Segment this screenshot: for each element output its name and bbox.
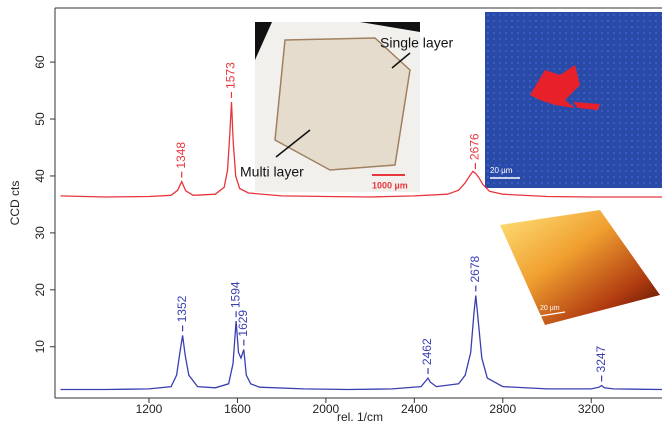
- x-tick-label: 1200: [136, 402, 163, 416]
- afm-inset: 20 µm: [500, 210, 660, 325]
- peak-label: 2462: [420, 338, 434, 365]
- annotation: Multi layer: [240, 164, 304, 180]
- chart: Single layer Multi layer 1000 µm 20 µm 2…: [0, 0, 662, 428]
- peak-label: 1348: [174, 142, 188, 169]
- annotation: Single layer: [380, 35, 453, 51]
- peak-label: 2676: [468, 133, 482, 160]
- x-tick-label: 2400: [401, 402, 428, 416]
- x-tick-label: 3200: [578, 402, 605, 416]
- peak-label: 1594: [228, 281, 242, 308]
- x-tick-label: 1600: [224, 402, 251, 416]
- scale-label: 20 µm: [540, 305, 560, 312]
- y-tick-label: 50: [33, 112, 47, 126]
- peak-label: 3247: [594, 345, 608, 372]
- y-tick-label: 40: [33, 169, 47, 183]
- y-tick-label: 30: [33, 226, 47, 240]
- y-tick-label: 10: [33, 340, 47, 354]
- photo-inset: Single layer Multi layer 1000 µm: [240, 22, 453, 192]
- x-tick-label: 2000: [313, 402, 340, 416]
- peak-label: 1573: [224, 62, 238, 89]
- x-tick-label: 2800: [489, 402, 516, 416]
- peak-label: 1629: [236, 310, 250, 337]
- y-axis-label: CCD cts: [8, 181, 22, 226]
- y-tick-label: 60: [33, 55, 47, 69]
- peak-label: 1352: [175, 295, 189, 322]
- scale-label: 1000 µm: [372, 180, 408, 190]
- x-axis-label: rel. 1/cm: [337, 410, 383, 424]
- scale-label: 20 µm: [490, 166, 513, 175]
- peak-label: 2678: [468, 255, 482, 282]
- map-inset: 20 µm: [485, 12, 662, 188]
- y-tick-label: 20: [33, 283, 47, 297]
